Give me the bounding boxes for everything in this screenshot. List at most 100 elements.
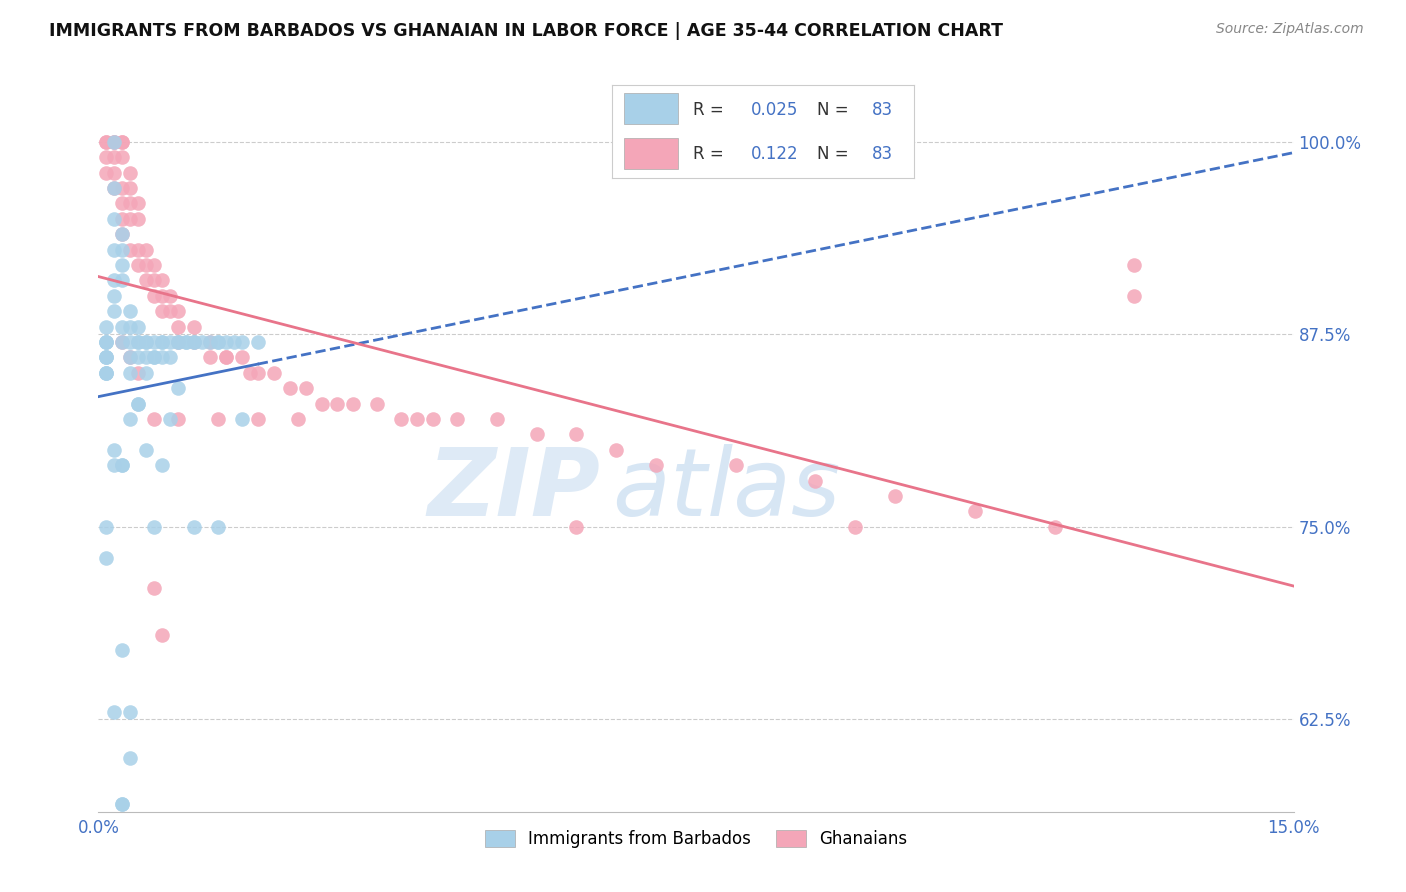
Immigrants from Barbados	[174, 334, 197, 349]
Ghanaians	[246, 366, 269, 380]
Immigrants from Barbados	[96, 351, 118, 365]
Ghanaians	[167, 319, 190, 334]
Ghanaians	[111, 227, 134, 242]
Ghanaians	[565, 520, 588, 534]
Immigrants from Barbados	[183, 334, 205, 349]
Immigrants from Barbados	[198, 334, 221, 349]
Immigrants from Barbados	[207, 520, 229, 534]
Ghanaians	[183, 319, 205, 334]
Bar	[624, 93, 678, 124]
Ghanaians	[96, 166, 118, 180]
Ghanaians	[263, 366, 285, 380]
Ghanaians	[120, 243, 142, 257]
Immigrants from Barbados	[174, 334, 197, 349]
Immigrants from Barbados	[120, 705, 142, 719]
Ghanaians	[1123, 258, 1146, 272]
Immigrants from Barbados	[96, 366, 118, 380]
Ghanaians	[406, 412, 429, 426]
Immigrants from Barbados	[127, 351, 149, 365]
Ghanaians	[724, 458, 747, 473]
Ghanaians	[103, 135, 125, 149]
Ghanaians	[884, 489, 907, 503]
Immigrants from Barbados	[120, 366, 142, 380]
Immigrants from Barbados	[111, 458, 134, 473]
Ghanaians	[127, 366, 149, 380]
Immigrants from Barbados	[120, 334, 142, 349]
Ghanaians	[446, 412, 468, 426]
Ghanaians	[103, 150, 125, 164]
Ghanaians	[143, 582, 166, 596]
Immigrants from Barbados	[135, 442, 157, 457]
Immigrants from Barbados	[103, 211, 125, 226]
Immigrants from Barbados	[120, 351, 142, 365]
Ghanaians	[96, 135, 118, 149]
Ghanaians	[167, 304, 190, 318]
Ghanaians	[120, 196, 142, 211]
Ghanaians	[111, 135, 134, 149]
Immigrants from Barbados	[103, 243, 125, 257]
Ghanaians	[150, 304, 173, 318]
Immigrants from Barbados	[135, 351, 157, 365]
Immigrants from Barbados	[96, 520, 118, 534]
Immigrants from Barbados	[183, 334, 205, 349]
Immigrants from Barbados	[143, 334, 166, 349]
Immigrants from Barbados	[167, 381, 190, 395]
Ghanaians	[143, 412, 166, 426]
Immigrants from Barbados	[103, 273, 125, 287]
Immigrants from Barbados	[103, 135, 125, 149]
Immigrants from Barbados	[120, 319, 142, 334]
Immigrants from Barbados	[96, 334, 118, 349]
Ghanaians	[246, 412, 269, 426]
Ghanaians	[389, 412, 412, 426]
Ghanaians	[127, 258, 149, 272]
Immigrants from Barbados	[231, 412, 253, 426]
Immigrants from Barbados	[96, 351, 118, 365]
Immigrants from Barbados	[103, 705, 125, 719]
Ghanaians	[127, 196, 149, 211]
Immigrants from Barbados	[120, 412, 142, 426]
Immigrants from Barbados	[111, 243, 134, 257]
Immigrants from Barbados	[150, 334, 173, 349]
Immigrants from Barbados	[111, 797, 134, 811]
Immigrants from Barbados	[143, 520, 166, 534]
Immigrants from Barbados	[111, 643, 134, 657]
Ghanaians	[127, 243, 149, 257]
Text: atlas: atlas	[613, 444, 841, 535]
Immigrants from Barbados	[127, 397, 149, 411]
Immigrants from Barbados	[111, 319, 134, 334]
Ghanaians	[120, 181, 142, 195]
Immigrants from Barbados	[159, 334, 181, 349]
Immigrants from Barbados	[103, 289, 125, 303]
Ghanaians	[215, 351, 238, 365]
Ghanaians	[485, 412, 508, 426]
Ghanaians	[143, 258, 166, 272]
Immigrants from Barbados	[150, 334, 173, 349]
Immigrants from Barbados	[96, 550, 118, 565]
Ghanaians	[111, 334, 134, 349]
Ghanaians	[526, 427, 548, 442]
Ghanaians	[804, 474, 827, 488]
Immigrants from Barbados	[127, 334, 149, 349]
Immigrants from Barbados	[159, 412, 181, 426]
Immigrants from Barbados	[127, 334, 149, 349]
Ghanaians	[96, 150, 118, 164]
Immigrants from Barbados	[167, 334, 190, 349]
Ghanaians	[143, 273, 166, 287]
Immigrants from Barbados	[127, 397, 149, 411]
Text: 83: 83	[872, 145, 893, 162]
Ghanaians	[844, 520, 866, 534]
Immigrants from Barbados	[150, 458, 173, 473]
Ghanaians	[294, 381, 316, 395]
Immigrants from Barbados	[96, 334, 118, 349]
Ghanaians	[103, 166, 125, 180]
Immigrants from Barbados	[159, 351, 181, 365]
Text: 0.122: 0.122	[751, 145, 799, 162]
Ghanaians	[135, 273, 157, 287]
Ghanaians	[1123, 289, 1146, 303]
Ghanaians	[103, 181, 125, 195]
Ghanaians	[111, 135, 134, 149]
Ghanaians	[198, 351, 221, 365]
Ghanaians	[120, 351, 142, 365]
Ghanaians	[311, 397, 333, 411]
Immigrants from Barbados	[135, 334, 157, 349]
